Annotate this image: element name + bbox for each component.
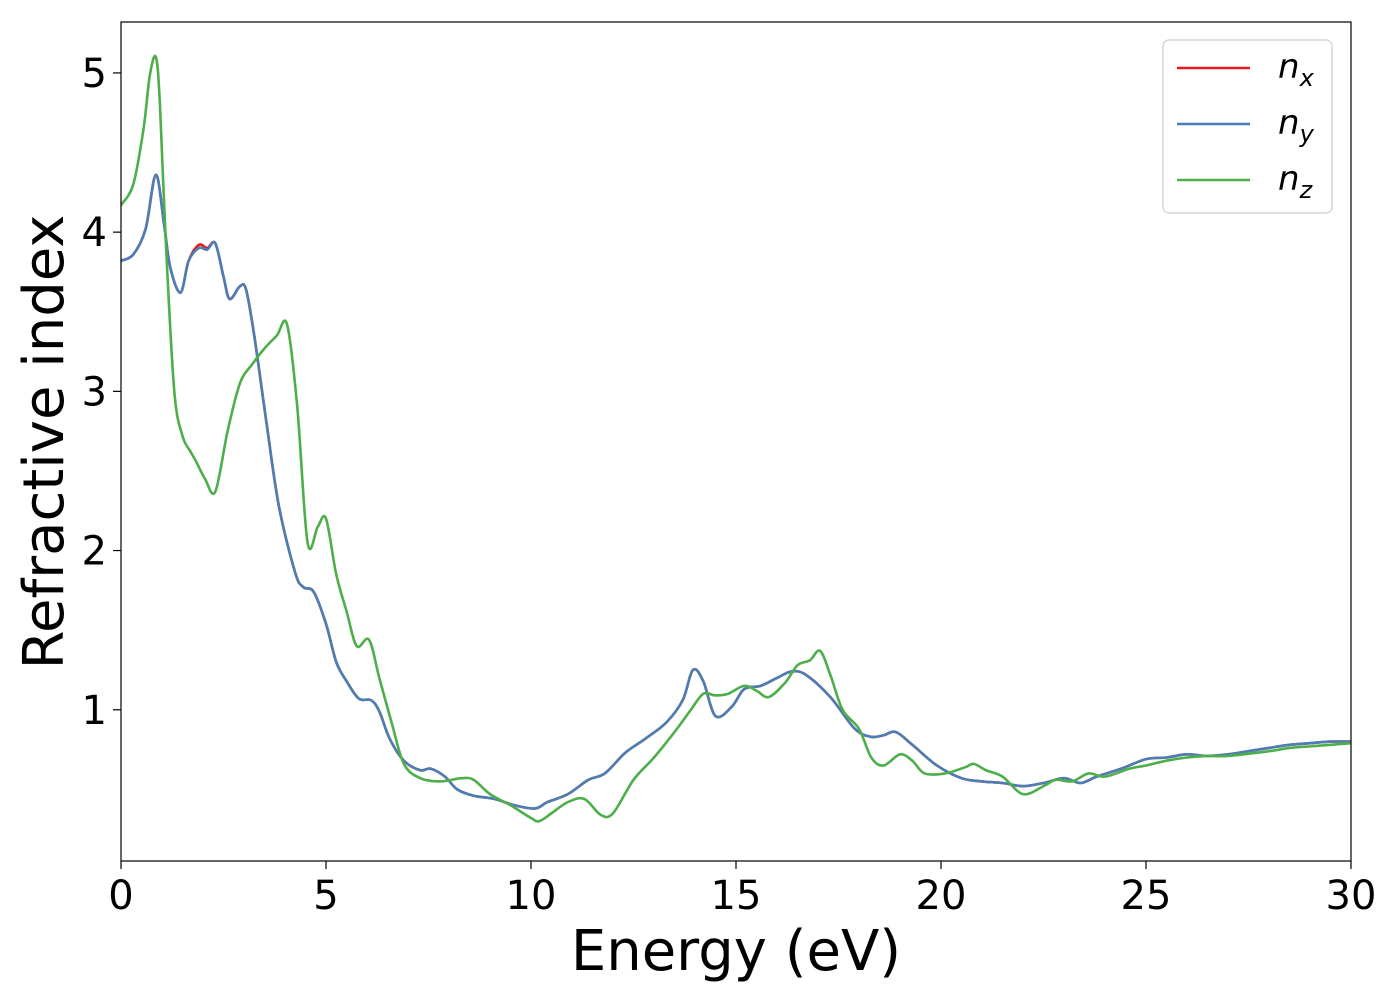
series-layer [121,54,1351,823]
x-tick-label: 30 [1326,873,1377,919]
x-tick-label: 5 [313,873,338,919]
y-tick-label: 4 [82,210,107,256]
y-axis: 1 2 3 4 5 [82,51,121,734]
x-axis-title: Energy (eV) [571,919,901,984]
y-tick-label: 2 [82,529,107,575]
legend-label-y: ny [1278,103,1315,148]
x-tick-label: 15 [711,873,762,919]
x-axis: 0 5 10 15 20 25 30 [108,861,1376,919]
x-tick-label: 20 [916,873,967,919]
legend-box [1162,39,1333,214]
legend: nx ny nz [1162,39,1333,214]
y-axis-title: Refractive index [12,215,77,670]
series-line-x [121,173,1351,810]
y-tick-label: 1 [82,688,107,734]
x-tick-label: 10 [506,873,557,919]
x-tick-label: 25 [1121,873,1172,919]
y-tick-label: 5 [82,51,107,97]
y-tick-label: 3 [82,369,107,415]
legend-label-z: nz [1278,159,1314,204]
series-line-y [121,173,1351,810]
series-line-z [121,54,1351,823]
x-tick-label: 0 [108,873,133,919]
legend-label-x: nx [1278,47,1315,92]
